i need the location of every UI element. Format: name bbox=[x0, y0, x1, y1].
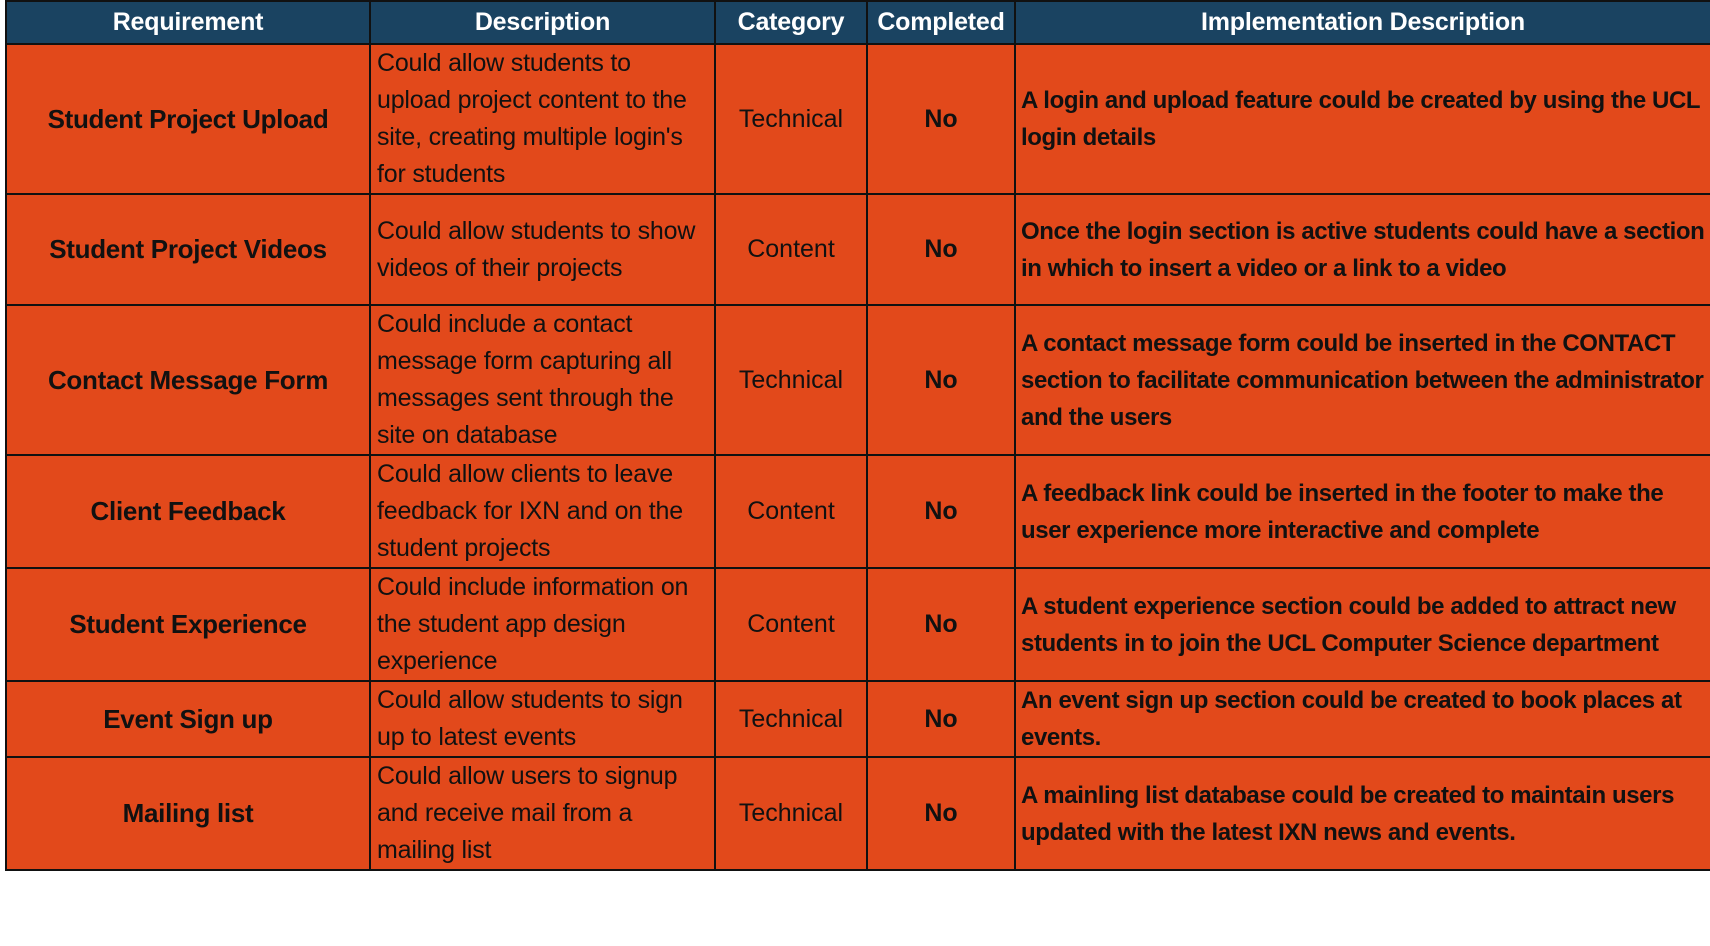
category-cell: Technical bbox=[714, 756, 868, 871]
requirement-cell: Student Project Upload bbox=[5, 43, 371, 195]
table-row: Client Feedback Could allow clients to l… bbox=[5, 454, 1710, 569]
table-header: Requirement Description Category Complet… bbox=[5, 0, 1710, 45]
implementation-cell: Once the login section is active student… bbox=[1014, 193, 1710, 306]
requirement-cell: Student Project Videos bbox=[5, 193, 371, 306]
table-row: Event Sign up Could allow students to si… bbox=[5, 680, 1710, 758]
requirements-table: Requirement Description Category Complet… bbox=[5, 0, 1710, 871]
implementation-cell: A feedback link could be inserted in the… bbox=[1014, 454, 1710, 569]
requirement-cell: Mailing list bbox=[5, 756, 371, 871]
category-cell: Content bbox=[714, 193, 868, 306]
implementation-cell: A mainling list database could be create… bbox=[1014, 756, 1710, 871]
table-row: Contact Message Form Could include a con… bbox=[5, 304, 1710, 456]
implementation-cell: A student experience section could be ad… bbox=[1014, 567, 1710, 682]
category-cell: Technical bbox=[714, 43, 868, 195]
completed-cell: No bbox=[866, 43, 1016, 195]
header-completed: Completed bbox=[866, 0, 1016, 45]
description-cell: Could allow students to upload project c… bbox=[369, 43, 716, 195]
header-row: Requirement Description Category Complet… bbox=[5, 0, 1710, 45]
description-cell: Could include information on the student… bbox=[369, 567, 716, 682]
completed-cell: No bbox=[866, 304, 1016, 456]
implementation-cell: An event sign up section could be create… bbox=[1014, 680, 1710, 758]
completed-cell: No bbox=[866, 454, 1016, 569]
table-row: Student Project Videos Could allow stude… bbox=[5, 193, 1710, 306]
description-cell: Could include a contact message form cap… bbox=[369, 304, 716, 456]
header-requirement: Requirement bbox=[5, 0, 371, 45]
header-description: Description bbox=[369, 0, 716, 45]
table-body: Student Project Upload Could allow stude… bbox=[5, 43, 1710, 871]
category-cell: Technical bbox=[714, 680, 868, 758]
description-cell: Could allow students to show videos of t… bbox=[369, 193, 716, 306]
requirement-cell: Student Experience bbox=[5, 567, 371, 682]
completed-cell: No bbox=[866, 756, 1016, 871]
description-cell: Could allow clients to leave feedback fo… bbox=[369, 454, 716, 569]
table-row: Mailing list Could allow users to signup… bbox=[5, 756, 1710, 871]
table-row: Student Project Upload Could allow stude… bbox=[5, 43, 1710, 195]
header-category: Category bbox=[714, 0, 868, 45]
requirement-cell: Client Feedback bbox=[5, 454, 371, 569]
table-row: Student Experience Could include informa… bbox=[5, 567, 1710, 682]
header-implementation-description: Implementation Description bbox=[1014, 0, 1710, 45]
requirement-cell: Contact Message Form bbox=[5, 304, 371, 456]
completed-cell: No bbox=[866, 680, 1016, 758]
requirement-cell: Event Sign up bbox=[5, 680, 371, 758]
completed-cell: No bbox=[866, 193, 1016, 306]
category-cell: Content bbox=[714, 454, 868, 569]
description-cell: Could allow students to sign up to lates… bbox=[369, 680, 716, 758]
category-cell: Content bbox=[714, 567, 868, 682]
implementation-cell: A contact message form could be inserted… bbox=[1014, 304, 1710, 456]
category-cell: Technical bbox=[714, 304, 868, 456]
implementation-cell: A login and upload feature could be crea… bbox=[1014, 43, 1710, 195]
completed-cell: No bbox=[866, 567, 1016, 682]
description-cell: Could allow users to signup and receive … bbox=[369, 756, 716, 871]
